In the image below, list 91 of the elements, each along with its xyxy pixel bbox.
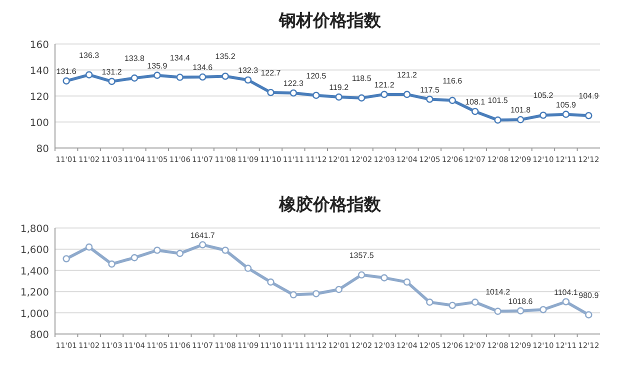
data-label: 136.3 bbox=[79, 50, 100, 60]
data-label: 133.8 bbox=[124, 54, 146, 64]
point bbox=[380, 274, 388, 282]
point bbox=[426, 298, 434, 306]
data-label: 121.2 bbox=[396, 70, 418, 80]
point bbox=[108, 78, 116, 86]
point bbox=[562, 110, 570, 118]
point bbox=[244, 76, 252, 84]
y-tick-label: 140 bbox=[30, 66, 49, 77]
data-label: 980.9 bbox=[578, 290, 600, 300]
data-label: 101.8 bbox=[510, 106, 532, 115]
point bbox=[244, 264, 252, 272]
point bbox=[380, 90, 388, 98]
data-label: 116.6 bbox=[442, 76, 463, 86]
data-label: 104.9 bbox=[578, 92, 600, 101]
data-label: 119.2 bbox=[329, 83, 350, 92]
point bbox=[290, 89, 298, 97]
point bbox=[584, 112, 592, 120]
data-label: 135.9 bbox=[147, 61, 168, 70]
point bbox=[312, 290, 320, 298]
data-label: 1018.6 bbox=[508, 296, 534, 306]
point bbox=[335, 93, 343, 101]
point bbox=[198, 241, 206, 248]
point bbox=[448, 96, 456, 104]
point bbox=[426, 96, 434, 103]
point bbox=[290, 291, 298, 298]
point bbox=[516, 116, 524, 124]
point bbox=[494, 116, 502, 124]
point bbox=[85, 243, 93, 251]
data-label: 131.6 bbox=[56, 66, 77, 76]
point bbox=[176, 250, 184, 258]
point bbox=[358, 94, 366, 102]
data-label: 105.2 bbox=[533, 91, 554, 100]
point bbox=[130, 74, 138, 82]
point bbox=[471, 108, 479, 116]
chart-title: 橡胶价格指数 bbox=[278, 195, 382, 215]
y-tick-label: 1,200 bbox=[20, 288, 49, 299]
y-tick-label: 1,800 bbox=[20, 224, 49, 235]
data-label: 122.3 bbox=[283, 79, 304, 88]
point bbox=[267, 88, 274, 96]
point bbox=[198, 73, 206, 81]
point bbox=[584, 311, 592, 318]
point bbox=[540, 306, 547, 314]
point bbox=[108, 260, 116, 268]
data-label: 105.9 bbox=[556, 100, 576, 110]
point bbox=[62, 77, 70, 85]
point bbox=[403, 278, 411, 286]
point bbox=[130, 254, 138, 262]
data-label: 118.5 bbox=[352, 74, 372, 83]
y-tick-label: 1,600 bbox=[20, 245, 49, 256]
point bbox=[516, 307, 524, 314]
point bbox=[267, 278, 274, 286]
point bbox=[335, 286, 343, 294]
data-label: 131.2 bbox=[102, 67, 122, 76]
data-label: 1641.7 bbox=[190, 230, 216, 240]
data-label: 1357.5 bbox=[349, 250, 374, 260]
point bbox=[494, 308, 502, 315]
data-label: 135.2 bbox=[215, 52, 236, 62]
y-tick-label: 1,000 bbox=[20, 308, 49, 320]
point bbox=[154, 246, 161, 254]
data-label: 1014.2 bbox=[486, 287, 511, 296]
y-tick-label: 120 bbox=[30, 92, 49, 103]
point bbox=[176, 74, 184, 81]
point bbox=[403, 90, 411, 98]
point bbox=[222, 72, 229, 80]
data-label: 122.7 bbox=[260, 68, 282, 78]
point bbox=[222, 246, 229, 254]
point bbox=[358, 271, 366, 279]
point bbox=[154, 72, 161, 79]
y-tick-label: 100 bbox=[30, 118, 49, 129]
data-label: 121.2 bbox=[374, 80, 395, 90]
point bbox=[562, 298, 570, 306]
data-label: 132.3 bbox=[238, 66, 259, 76]
y-tick-label: 800 bbox=[30, 330, 49, 341]
point bbox=[471, 298, 479, 306]
y-tick-label: 1,400 bbox=[20, 266, 49, 278]
data-label: 1104.1 bbox=[554, 288, 578, 297]
point bbox=[62, 255, 70, 262]
point bbox=[540, 112, 547, 119]
data-label: 134.4 bbox=[170, 53, 190, 62]
data-label: 117.5 bbox=[420, 85, 440, 94]
data-label: 108.1 bbox=[465, 97, 486, 106]
y-tick-label: 160 bbox=[30, 40, 49, 51]
point bbox=[85, 71, 93, 78]
chart-title: 钢材价格指数 bbox=[278, 11, 382, 31]
data-label: 134.6 bbox=[192, 63, 214, 72]
point bbox=[448, 302, 456, 310]
y-tick-label: 80 bbox=[36, 144, 49, 155]
data-label: 101.5 bbox=[488, 96, 508, 106]
data-label: 120.5 bbox=[306, 71, 327, 80]
point bbox=[312, 92, 320, 99]
